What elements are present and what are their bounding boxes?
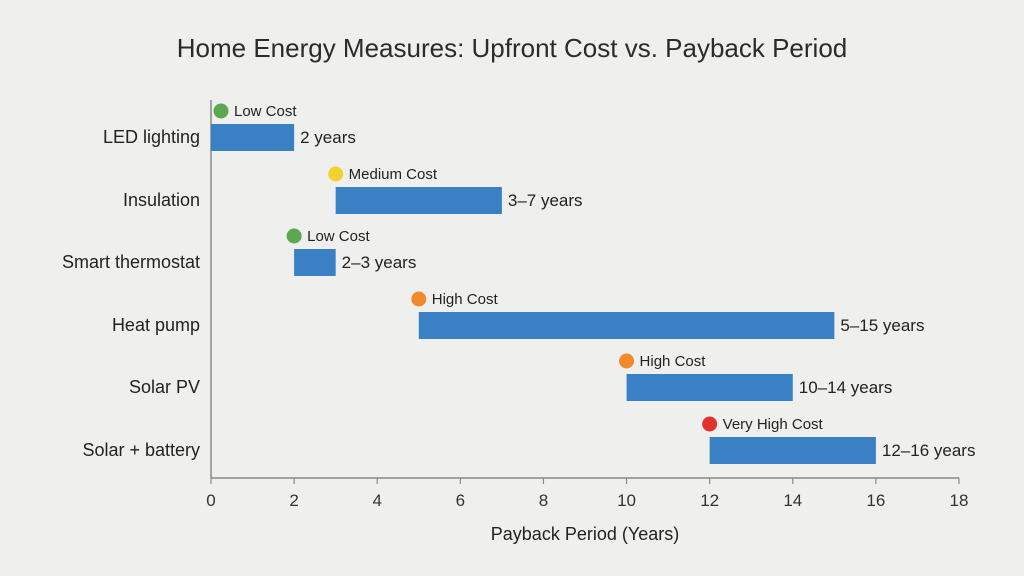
cost-indicator-dot bbox=[411, 291, 427, 307]
category-label: Smart thermostat bbox=[62, 252, 200, 272]
cost-indicator-dot bbox=[702, 416, 718, 432]
cost-indicator-dot bbox=[286, 228, 302, 244]
x-tick-label: 6 bbox=[456, 491, 465, 510]
cost-label: Medium Cost bbox=[349, 166, 438, 183]
range-label: 10–14 years bbox=[799, 378, 893, 397]
range-label: 3–7 years bbox=[508, 191, 583, 210]
x-tick-label: 4 bbox=[372, 491, 381, 510]
range-bar bbox=[211, 124, 295, 151]
cost-label: High Cost bbox=[432, 291, 499, 308]
x-tick-label: 12 bbox=[700, 491, 719, 510]
range-label: 12–16 years bbox=[882, 441, 976, 460]
range-bar bbox=[709, 437, 876, 464]
range-label: 2 years bbox=[300, 128, 356, 147]
cost-indicator-dot bbox=[213, 103, 229, 119]
category-label: Insulation bbox=[123, 190, 200, 210]
x-tick-label: 16 bbox=[866, 491, 885, 510]
range-bar bbox=[626, 374, 793, 401]
cost-label: Low Cost bbox=[234, 103, 297, 120]
cost-label: Low Cost bbox=[307, 228, 370, 245]
range-label: 5–15 years bbox=[840, 316, 924, 335]
x-tick-label: 0 bbox=[206, 491, 215, 510]
x-tick-label: 8 bbox=[539, 491, 548, 510]
x-tick-label: 14 bbox=[783, 491, 802, 510]
cost-label: High Cost bbox=[640, 353, 707, 370]
category-label: Solar PV bbox=[129, 377, 200, 397]
x-tick-label: 18 bbox=[950, 491, 969, 510]
range-bar bbox=[294, 249, 336, 276]
category-label: LED lighting bbox=[103, 127, 200, 147]
category-label: Solar + battery bbox=[82, 440, 200, 460]
range-bar bbox=[335, 187, 502, 214]
chart-title: Home Energy Measures: Upfront Cost vs. P… bbox=[177, 33, 848, 63]
x-tick-label: 2 bbox=[289, 491, 298, 510]
x-axis-label: Payback Period (Years) bbox=[491, 524, 679, 544]
category-label: Heat pump bbox=[112, 315, 200, 335]
cost-indicator-dot bbox=[619, 353, 635, 369]
cost-indicator-dot bbox=[328, 166, 344, 182]
x-tick-label: 10 bbox=[617, 491, 636, 510]
range-bar bbox=[418, 312, 835, 339]
range-label: 2–3 years bbox=[342, 253, 417, 272]
cost-label: Very High Cost bbox=[723, 416, 824, 433]
